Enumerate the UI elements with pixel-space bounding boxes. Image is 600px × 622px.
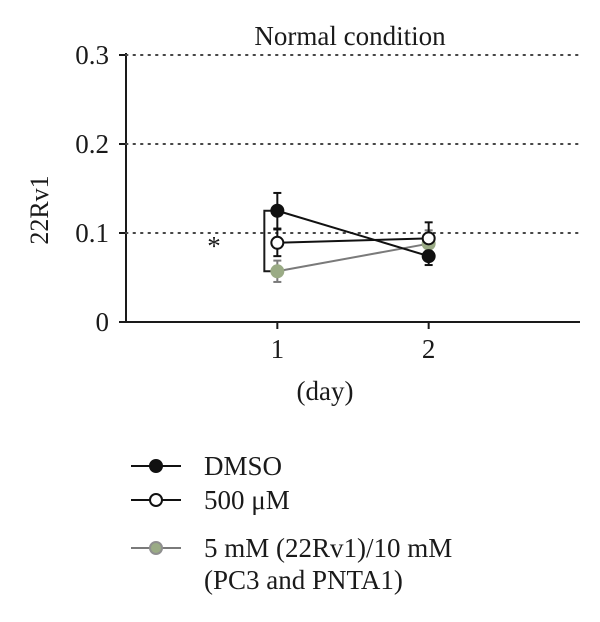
x-tick-label: 2 (422, 334, 436, 364)
y-tick-label: 0 (96, 307, 110, 337)
legend-label: DMSO (204, 451, 282, 481)
legend-label: 5 mM (22Rv1)/10 mM (204, 533, 452, 563)
x-axis-label: (day) (297, 376, 354, 406)
chart-title: Normal condition (254, 21, 446, 51)
series-line (277, 242, 429, 273)
significance-bracket (263, 209, 274, 273)
data-point (270, 264, 285, 279)
series-line (277, 237, 429, 244)
data-point (421, 249, 436, 264)
legend-marker (149, 459, 163, 473)
data-series (270, 191, 436, 283)
data-point (270, 235, 285, 250)
legend: DMSO 500 μM 5 mM (22Rv1)/10 mM(PC3 and PNT… (131, 451, 452, 595)
axes: 0 0.1 0.2 0.3 1 2 (75, 40, 580, 364)
legend-marker (149, 493, 163, 507)
data-point (421, 231, 436, 246)
x-tick-label: 1 (271, 334, 285, 364)
grid-lines (125, 54, 581, 234)
legend-label: (PC3 and PNTA1) (204, 565, 403, 595)
y-tick-label: 0.3 (75, 40, 109, 70)
y-tick-label: 0.2 (75, 129, 109, 159)
y-tick-label: 0.1 (75, 218, 109, 248)
legend-marker (149, 541, 163, 555)
significance-asterisk: * (207, 231, 221, 261)
data-point (270, 203, 285, 218)
legend-label: 500 μM (204, 485, 290, 515)
y-axis-label: 22Rv1 (25, 175, 54, 244)
series-line (277, 209, 429, 258)
